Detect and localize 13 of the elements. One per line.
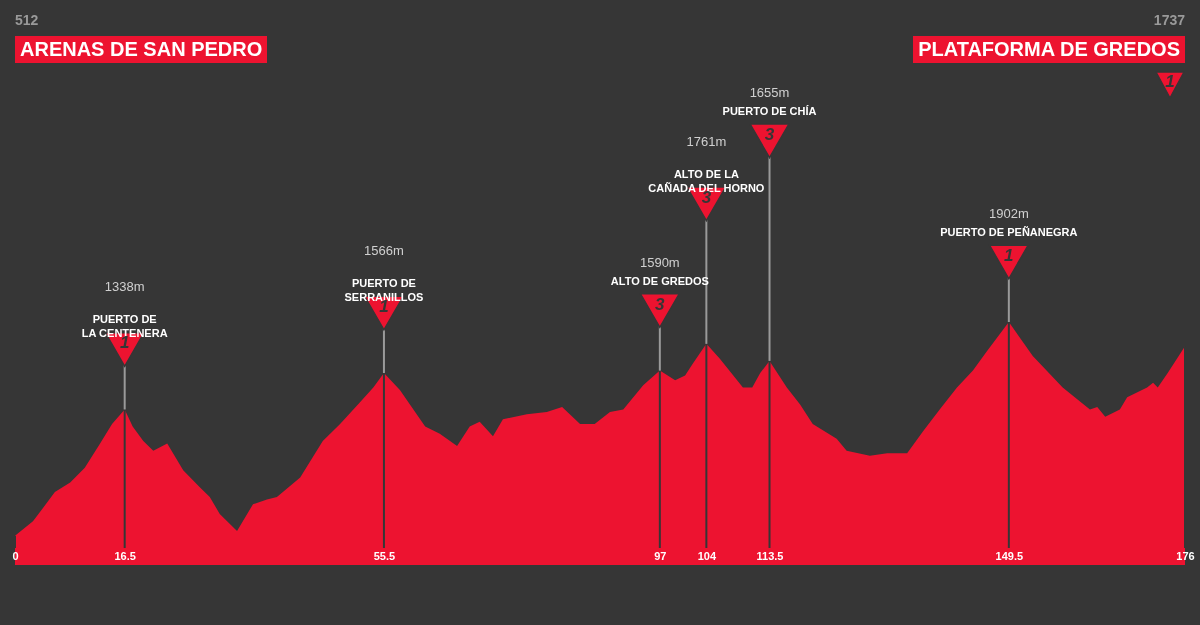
x-tick-label: 55.5 [373, 549, 396, 562]
x-tick-label: 104 [697, 549, 717, 562]
x-tick-label: 97 [654, 549, 667, 562]
text: 1590m ALTO DE GREDOS 3 [610, 254, 709, 314]
x-tick-label: 0 [12, 549, 19, 562]
x-tick-label: 149.5 [995, 549, 1024, 562]
text: 1566m PUERTO DE SERRANILLOS 1 [344, 243, 424, 317]
text: 512 ARENAS DE SAN PEDRO [15, 12, 264, 62]
text: 1338m PUERTO DE LA CENTENERA 1 [81, 279, 168, 353]
x-tick-label: 16.5 [114, 549, 136, 562]
text: 1737 PLATAFORMA DE GREDOS 1 [917, 12, 1185, 92]
x-tick-label: 113.5 [756, 549, 784, 562]
text: 1902m PUERTO DE PEÑANEGRA 1 [940, 206, 1078, 265]
